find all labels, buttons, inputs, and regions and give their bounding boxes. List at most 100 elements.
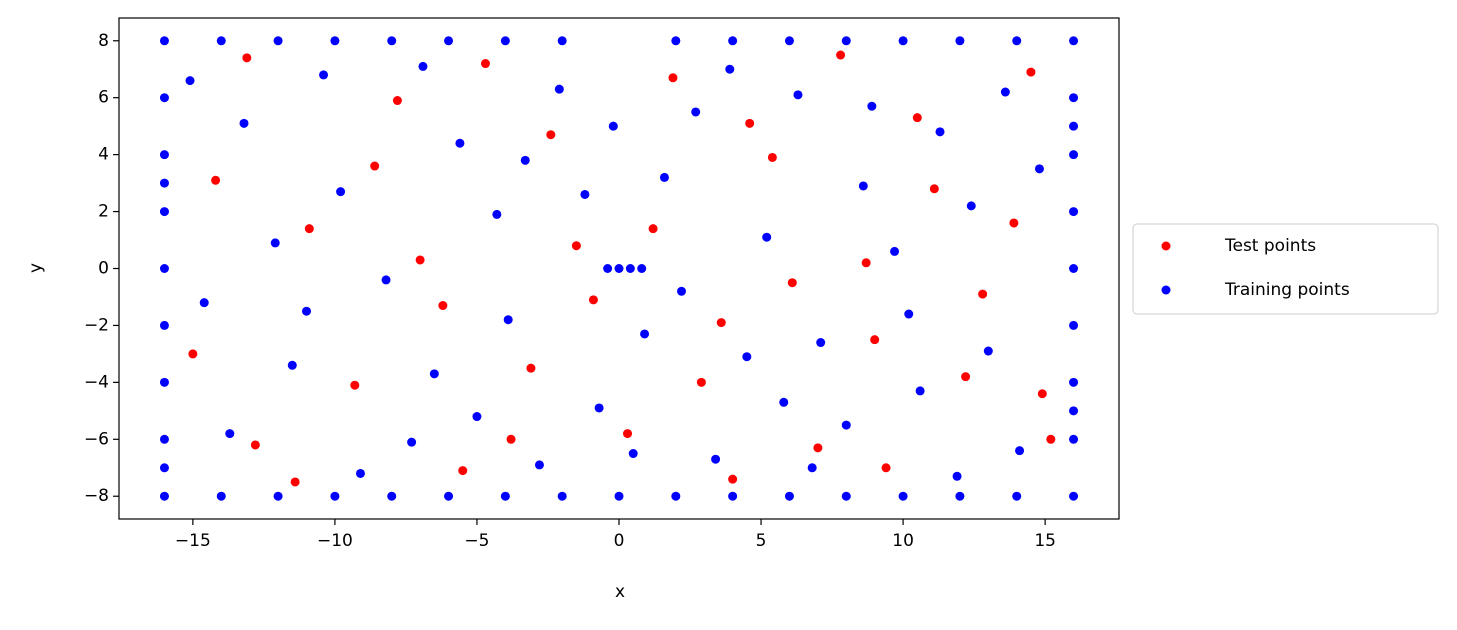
x-tick-label: −15	[175, 531, 211, 551]
point	[725, 64, 735, 74]
point	[603, 264, 613, 273]
point	[159, 36, 169, 46]
point	[370, 161, 380, 171]
point	[841, 36, 851, 46]
point	[912, 113, 922, 123]
point	[1069, 150, 1079, 160]
point	[273, 36, 283, 46]
point	[745, 118, 755, 128]
point	[1069, 320, 1079, 330]
point	[915, 386, 925, 396]
point	[623, 429, 633, 439]
point	[711, 454, 721, 464]
point	[355, 468, 365, 478]
point	[1012, 36, 1022, 46]
y-tick-label: 2	[98, 202, 109, 222]
point	[841, 420, 851, 430]
point	[415, 255, 425, 265]
point	[159, 178, 169, 188]
point	[787, 278, 797, 288]
point	[966, 201, 976, 211]
point	[1069, 491, 1079, 501]
point	[881, 463, 891, 473]
legend-marker	[1161, 285, 1171, 295]
point	[904, 309, 914, 319]
point	[594, 403, 604, 413]
point	[1069, 406, 1079, 416]
point	[1069, 264, 1079, 273]
point	[1000, 87, 1010, 97]
point	[239, 118, 249, 128]
point	[458, 466, 468, 476]
point	[784, 491, 794, 501]
point	[159, 491, 169, 501]
point	[696, 377, 706, 387]
point	[526, 363, 536, 373]
point	[614, 491, 624, 501]
y-tick-label: −6	[84, 429, 109, 449]
legend-box	[1132, 223, 1439, 315]
point	[225, 429, 235, 439]
x-axis-label: x	[615, 582, 625, 602]
point	[728, 36, 738, 46]
point	[392, 96, 402, 106]
point	[520, 155, 530, 165]
point	[816, 338, 826, 348]
point	[287, 360, 297, 370]
point	[637, 264, 647, 273]
point	[1034, 164, 1044, 174]
x-tick-label: 15	[1034, 531, 1056, 551]
point	[813, 443, 823, 453]
point	[628, 449, 638, 459]
y-tick-label: 4	[98, 145, 109, 165]
point	[858, 181, 868, 191]
point	[381, 275, 391, 285]
point	[387, 36, 397, 46]
point	[1069, 207, 1079, 217]
point	[779, 397, 789, 407]
point	[625, 264, 635, 273]
point	[728, 474, 738, 484]
point	[159, 264, 169, 273]
point	[807, 463, 817, 473]
point	[159, 377, 169, 387]
plot-frame	[118, 17, 1120, 520]
point	[159, 320, 169, 330]
point	[1037, 389, 1047, 399]
point	[608, 121, 618, 131]
legend-label: Test points	[1224, 236, 1316, 256]
point	[273, 491, 283, 501]
point	[387, 491, 397, 501]
point	[614, 264, 624, 273]
point	[668, 73, 678, 83]
point	[1012, 491, 1022, 501]
point	[480, 59, 490, 69]
point	[444, 36, 454, 46]
point	[691, 107, 701, 117]
point	[304, 224, 314, 234]
point	[159, 93, 169, 103]
point	[671, 491, 681, 501]
point	[659, 172, 669, 182]
point	[418, 61, 428, 71]
point	[836, 50, 846, 60]
point	[159, 207, 169, 217]
point	[438, 301, 448, 311]
point	[978, 289, 988, 299]
point	[500, 36, 510, 46]
point	[557, 491, 567, 501]
point	[898, 36, 908, 46]
point	[890, 246, 900, 256]
point	[648, 224, 658, 234]
point	[1015, 446, 1025, 456]
point	[492, 209, 502, 219]
point	[319, 70, 329, 80]
point	[867, 101, 877, 111]
point	[762, 232, 772, 242]
point	[983, 346, 993, 356]
point	[250, 440, 260, 450]
point	[159, 463, 169, 473]
point	[1069, 434, 1079, 444]
point	[270, 238, 280, 248]
